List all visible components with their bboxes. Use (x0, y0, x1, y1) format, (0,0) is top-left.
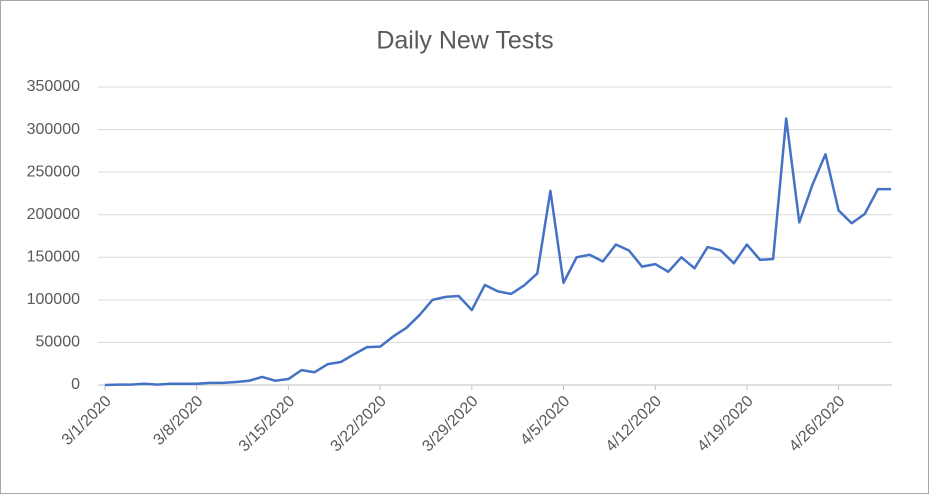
y-tick-label: 100000 (27, 291, 80, 308)
chart-title: Daily New Tests (376, 27, 553, 55)
y-tick-label: 200000 (27, 206, 80, 223)
data-line (104, 117, 891, 387)
y-tick-label: 50000 (36, 334, 81, 351)
y-tick-label: 350000 (27, 78, 80, 95)
y-tick-label: 150000 (27, 249, 80, 266)
y-tick-label: 0 (71, 376, 80, 393)
y-tick-label: 300000 (27, 121, 80, 138)
y-tick-label: 250000 (27, 163, 80, 180)
